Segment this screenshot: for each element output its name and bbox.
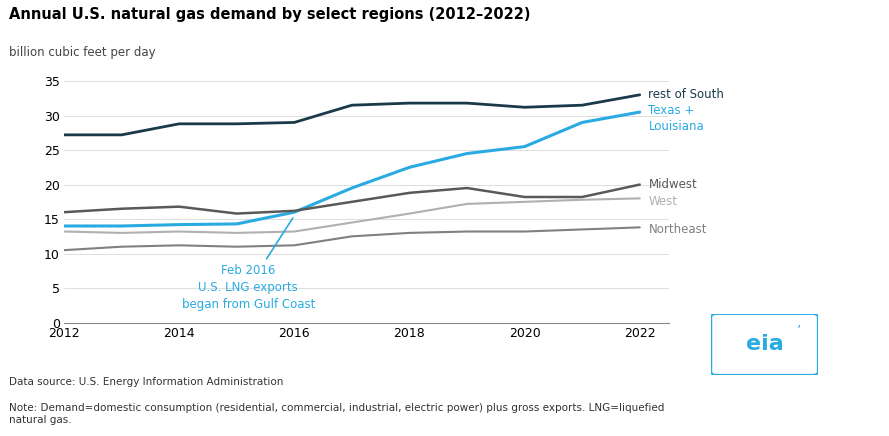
Text: Feb 2016
U.S. LNG exports
began from Gulf Coast: Feb 2016 U.S. LNG exports began from Gul… [181,218,315,311]
Text: Data source: U.S. Energy Information Administration: Data source: U.S. Energy Information Adm… [9,377,284,387]
Text: billion cubic feet per day: billion cubic feet per day [9,46,156,59]
FancyBboxPatch shape [711,314,818,375]
Text: Midwest: Midwest [648,178,697,191]
Text: rest of South: rest of South [648,89,725,101]
Text: eia: eia [746,334,783,354]
Text: Texas +
Louisiana: Texas + Louisiana [648,105,704,133]
Text: Annual U.S. natural gas demand by select regions (2012–2022): Annual U.S. natural gas demand by select… [9,7,531,21]
Text: West: West [648,195,677,208]
Text: Note: Demand=domestic consumption (residential, commercial, industrial, electric: Note: Demand=domestic consumption (resid… [9,403,664,425]
Text: ’: ’ [797,324,801,338]
Text: Northeast: Northeast [648,223,707,236]
